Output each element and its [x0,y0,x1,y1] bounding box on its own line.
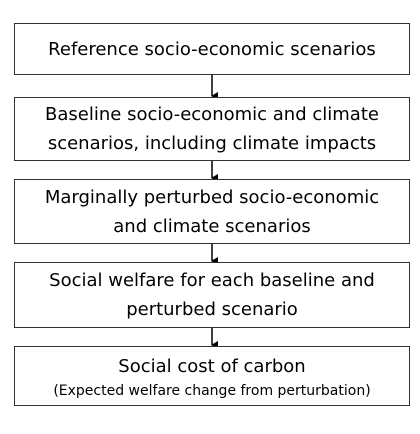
step-text: Reference socio-economic scenarios [48,38,376,60]
step-box: Marginally perturbed socio-economic and … [14,179,410,244]
step-text: and climate scenarios [113,215,311,237]
step-note: (Expected welfare change from perturbati… [53,382,371,399]
step-box: Social welfare for each baseline and per… [14,262,410,328]
step-text: Social welfare for each baseline and [49,270,375,291]
step-text: Social cost of carbon [118,355,306,377]
step-text: Baseline socio-economic and climate [45,104,379,125]
step-box: Baseline socio-economic and climate scen… [14,97,410,161]
step-text: perturbed scenario [126,299,298,320]
step-text: Marginally perturbed socio-economic [44,186,380,208]
step-box: Reference socio-economic scenarios [14,23,410,75]
step-text: scenarios, including climate impacts [47,133,377,154]
step-box: Social cost of carbon (Expected welfare … [14,346,410,406]
